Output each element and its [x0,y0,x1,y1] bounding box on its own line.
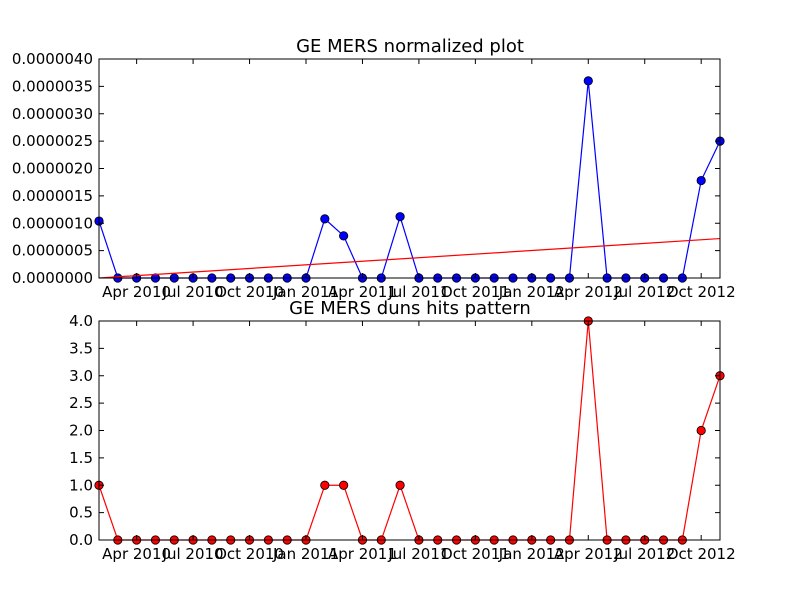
y-tick-label: 0.5 [69,504,93,522]
x-tick-label: Jan 2011 [272,545,339,563]
y-tick-label: 0.0000005 [12,242,93,260]
x-tick-label: Oct 2012 [667,283,736,301]
data-point [320,214,330,224]
x-tick-label: Jul 2010 [162,283,224,301]
data-point [395,212,405,222]
y-tick-label: 3.0 [69,367,93,385]
y-tick-label: 0.0000020 [12,160,93,178]
x-tick-label: Apr 2010 [102,545,171,563]
y-tick-label: 2.0 [69,422,93,440]
duns-hits-pattern-title: GE MERS duns hits pattern [289,298,531,319]
y-tick-label: 0.0000010 [12,214,93,232]
y-tick-label: 2.5 [69,394,93,412]
normalized-plot: GE MERS normalized plot 0.00000000.00000… [12,36,736,301]
data-point [320,480,330,490]
normalized-plot-title: GE MERS normalized plot [296,36,524,57]
y-tick-label: 0.0000000 [12,269,93,287]
y-tick-label: 1.5 [69,449,93,467]
y-tick-label: 4.0 [69,312,93,330]
duns-hits-pattern-y-axis: 0.0 0.5 1.0 1.5 2.0 2.5 3.0 3.5 4.0 [69,312,720,549]
trend-line [98,237,721,279]
x-tick-label: Oct 2011 [441,545,510,563]
y-tick-label: 0.0000035 [12,77,93,95]
x-tick-label: Oct 2010 [215,283,284,301]
y-tick-label: 3.5 [69,339,93,357]
x-tick-label: Oct 2012 [667,545,736,563]
x-tick-label: Oct 2010 [215,545,284,563]
y-tick-label: 0.0000040 [12,50,93,68]
y-tick-label: 0.0000025 [12,132,93,150]
data-point [395,480,405,490]
x-tick-label: Oct 2011 [441,283,510,301]
data-point [339,231,349,241]
normalized-plot-y-axis: 0.0000000 0.0000005 0.0000010 0.0000015 0.00… [12,50,720,287]
x-tick-label: Jan 2012 [498,545,565,563]
x-tick-label: Jul 2012 [613,283,675,301]
x-tick-label: Apr 2011 [328,545,397,563]
y-tick-label: 0.0000030 [12,105,93,123]
y-tick-label: 0.0 [69,531,93,549]
x-tick-label: Apr 2012 [554,283,623,301]
data-point [339,480,349,490]
x-tick-label: Apr 2011 [328,283,397,301]
data-point [696,425,706,436]
x-tick-label: Jan 2011 [272,283,339,301]
x-tick-label: Apr 2012 [554,545,623,563]
y-tick-label: 1.0 [69,476,93,494]
x-tick-label: Jul 2012 [613,545,675,563]
x-tick-label: Jul 2011 [387,545,449,563]
x-tick-label: Jul 2010 [162,545,224,563]
x-tick-label: Jan 2012 [498,283,565,301]
data-point [583,76,593,86]
y-tick-label: 0.0000015 [12,187,93,205]
x-tick-label: Jul 2011 [387,283,449,301]
data-point [696,175,706,186]
x-tick-label: Apr 2010 [102,283,171,301]
duns-hits-pattern: GE MERS duns hits pattern 0.0 0.5 1.0 1.5 2.… [69,298,735,563]
